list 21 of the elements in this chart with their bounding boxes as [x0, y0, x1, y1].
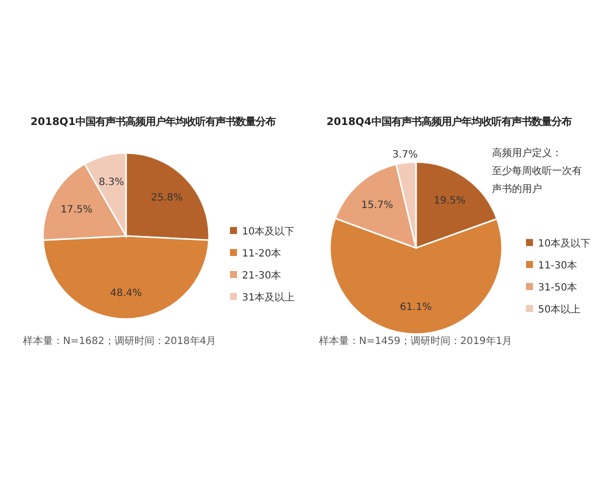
- data-label: 61.1%: [400, 302, 432, 313]
- data-label: 17.5%: [60, 204, 92, 216]
- data-label: 19.5%: [434, 196, 466, 207]
- legend-label: 50本以上: [538, 304, 581, 316]
- text: 高频用户定义：至少每周收听一次有声书的用户: [492, 147, 582, 195]
- legend-label: 21-30本: [242, 270, 282, 282]
- legend-label: 11-30本: [538, 260, 578, 272]
- data-label: 48.4%: [110, 288, 142, 299]
- legend-label: 31本及以上: [242, 292, 295, 304]
- legend-label: 10本及以下: [242, 226, 295, 238]
- chart-title: 2018Q1中国有声书高频用户年均收听有声书数量分布: [30, 116, 276, 128]
- legend-label: 10本及以下: [538, 238, 591, 250]
- data-label: 8.3%: [98, 176, 124, 188]
- legend-label: 31-50本: [538, 282, 578, 294]
- data-label: 15.7%: [361, 200, 394, 211]
- data-label: 3.7%: [392, 150, 418, 161]
- chart-title: 2018Q4中国有声书高频用户年均收听有声书数量分布: [326, 116, 572, 128]
- text: 样本量：N=1459；调研时间：2019年1月: [319, 335, 512, 347]
- text: 样本量：N=1682；调研时间：2018年4月: [23, 335, 216, 347]
- data-label: 25.8%: [151, 192, 183, 204]
- legend-label: 11-20本: [242, 248, 282, 260]
